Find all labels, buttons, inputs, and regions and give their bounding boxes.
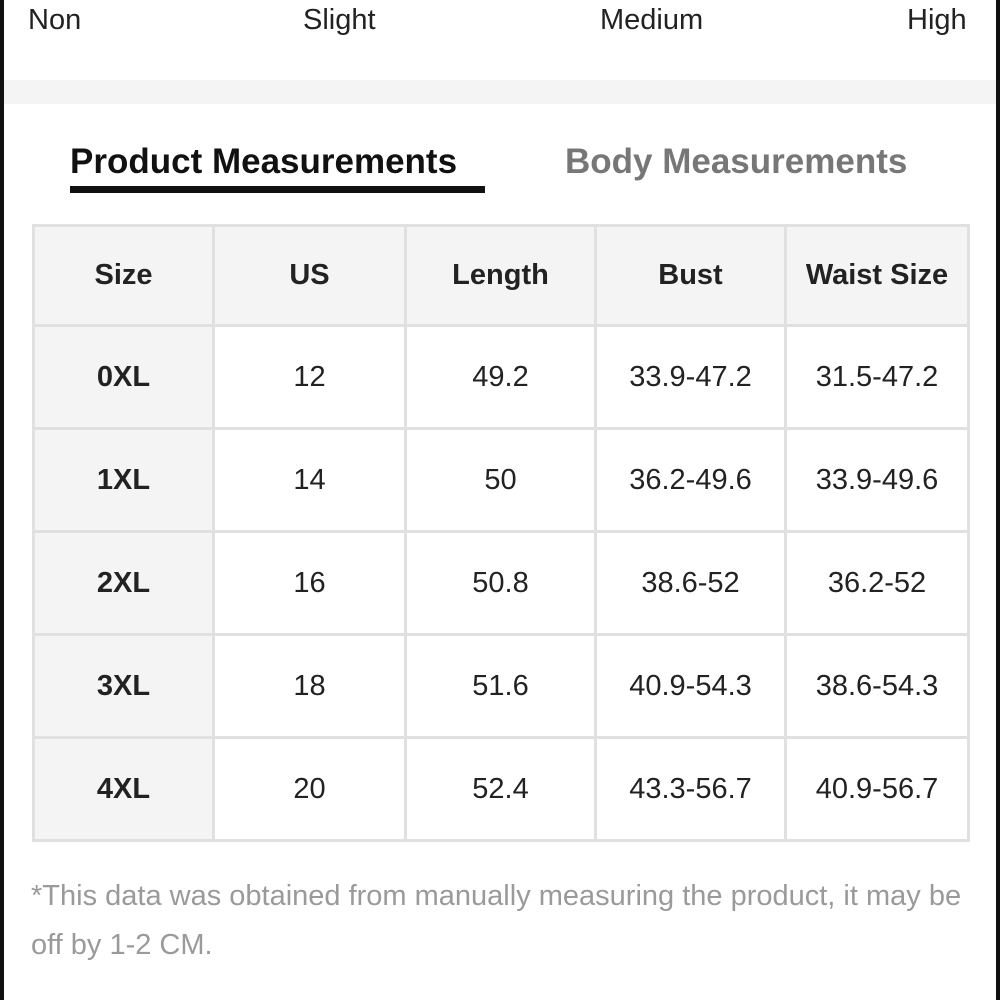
table-cell: 40.9-56.7 — [787, 739, 970, 842]
table-cell: 49.2 — [407, 327, 597, 430]
table-cell: 50 — [407, 430, 597, 533]
frame-edge — [0, 0, 4, 1000]
table-cell: 2XL — [32, 533, 215, 636]
table-cell: 4XL — [32, 739, 215, 842]
table-cell: 43.3-56.7 — [597, 739, 787, 842]
table-cell: 33.9-49.6 — [787, 430, 970, 533]
table-cell: 1XL — [32, 430, 215, 533]
footnote: *This data was obtained from manually me… — [31, 880, 962, 961]
tab[interactable]: Body Measurements — [565, 142, 908, 181]
table-cell: 51.6 — [407, 636, 597, 739]
header-cell: Waist Size — [787, 224, 970, 327]
table-cell: 18 — [215, 636, 407, 739]
frame-edge — [996, 0, 1000, 1000]
table-cell: 36.2-49.6 — [597, 430, 787, 533]
tab-active[interactable]: Product Measurements — [70, 142, 458, 181]
stretch-label: Medium — [600, 4, 704, 36]
header-cell: US — [215, 224, 407, 327]
table-cell: 16 — [215, 533, 407, 636]
stretch-label: High — [907, 4, 967, 36]
header-cell: Bust — [597, 224, 787, 327]
table-cell: 36.2-52 — [787, 533, 970, 636]
table-cell: 33.9-47.2 — [597, 327, 787, 430]
table-cell: 40.9-54.3 — [597, 636, 787, 739]
stretch-label: Slight — [303, 4, 376, 36]
table-cell: 38.6-52 — [597, 533, 787, 636]
table-cell: 31.5-47.2 — [787, 327, 970, 430]
tab-underline — [70, 186, 485, 193]
table-cell: 3XL — [32, 636, 215, 739]
table-cell: 38.6-54.3 — [787, 636, 970, 739]
header-cell: Length — [407, 224, 597, 327]
table-cell: 52.4 — [407, 739, 597, 842]
header-cell: Size — [32, 224, 215, 327]
separator — [4, 80, 996, 104]
table-cell: 0XL — [32, 327, 215, 430]
stretch-label: Non — [28, 4, 82, 36]
table-cell: 50.8 — [407, 533, 597, 636]
table-cell: 20 — [215, 739, 407, 842]
table-cell: 12 — [215, 327, 407, 430]
table-cell: 14 — [215, 430, 407, 533]
